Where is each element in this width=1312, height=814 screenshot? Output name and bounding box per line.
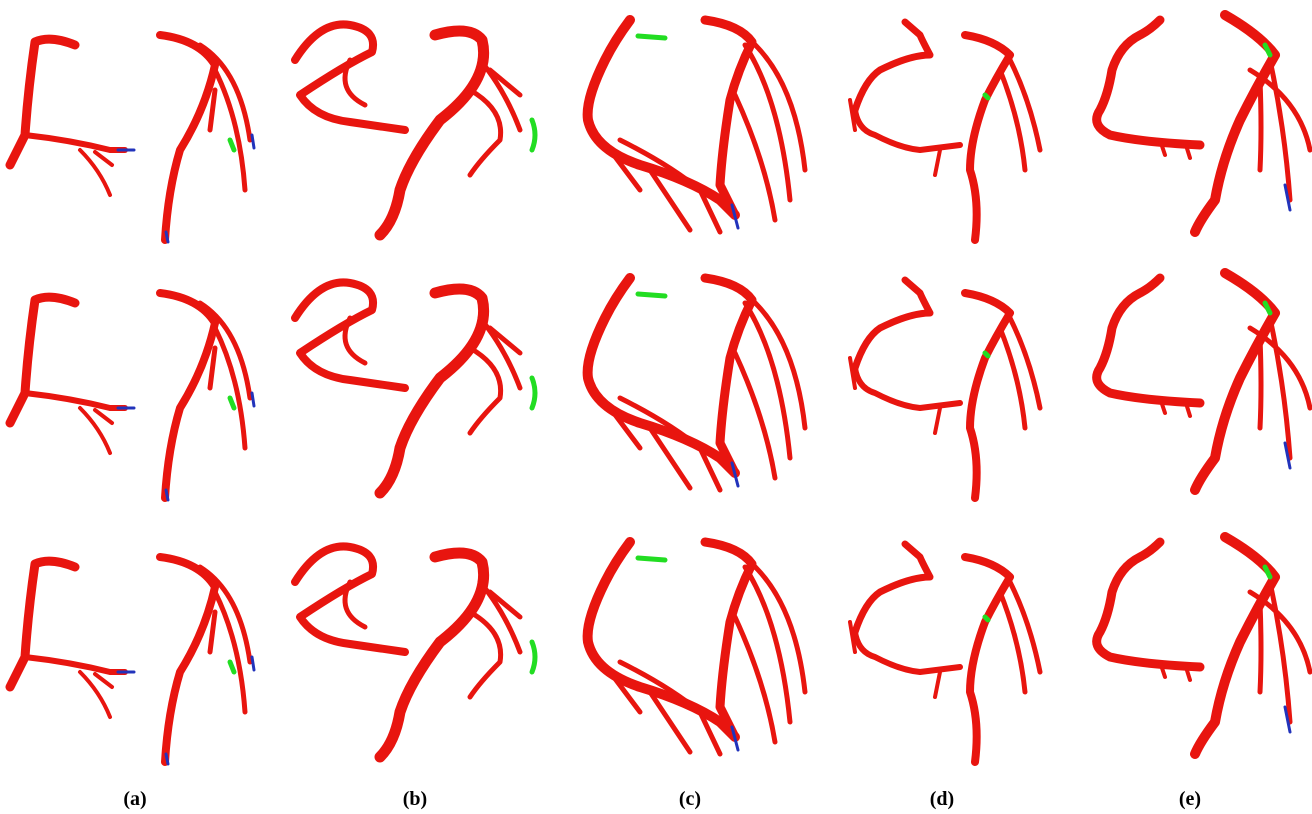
vessel-render (10, 35, 254, 242)
panel-label: (e) (1179, 788, 1201, 810)
panel-label: (d) (930, 788, 954, 810)
vessel-render (10, 293, 254, 500)
vessel-render (588, 20, 805, 232)
panel-label: (a) (123, 788, 146, 810)
panel-label: (b) (403, 788, 427, 810)
vessel-render (850, 22, 1040, 240)
vessel-render (1097, 15, 1310, 232)
vessel-render (295, 546, 535, 757)
panel-label: (c) (679, 788, 701, 810)
vessel-render (1097, 273, 1310, 490)
vessel-render (1097, 537, 1310, 754)
vessel-render (295, 24, 535, 235)
vessel-render (588, 278, 805, 490)
vessel-render (10, 557, 254, 764)
figure: (a) (b) (c) (d) (e) (0, 0, 1312, 814)
vessel-render (295, 282, 535, 493)
vessel-render (588, 542, 805, 754)
vessel-render (850, 544, 1040, 762)
vessel-render (850, 280, 1040, 498)
